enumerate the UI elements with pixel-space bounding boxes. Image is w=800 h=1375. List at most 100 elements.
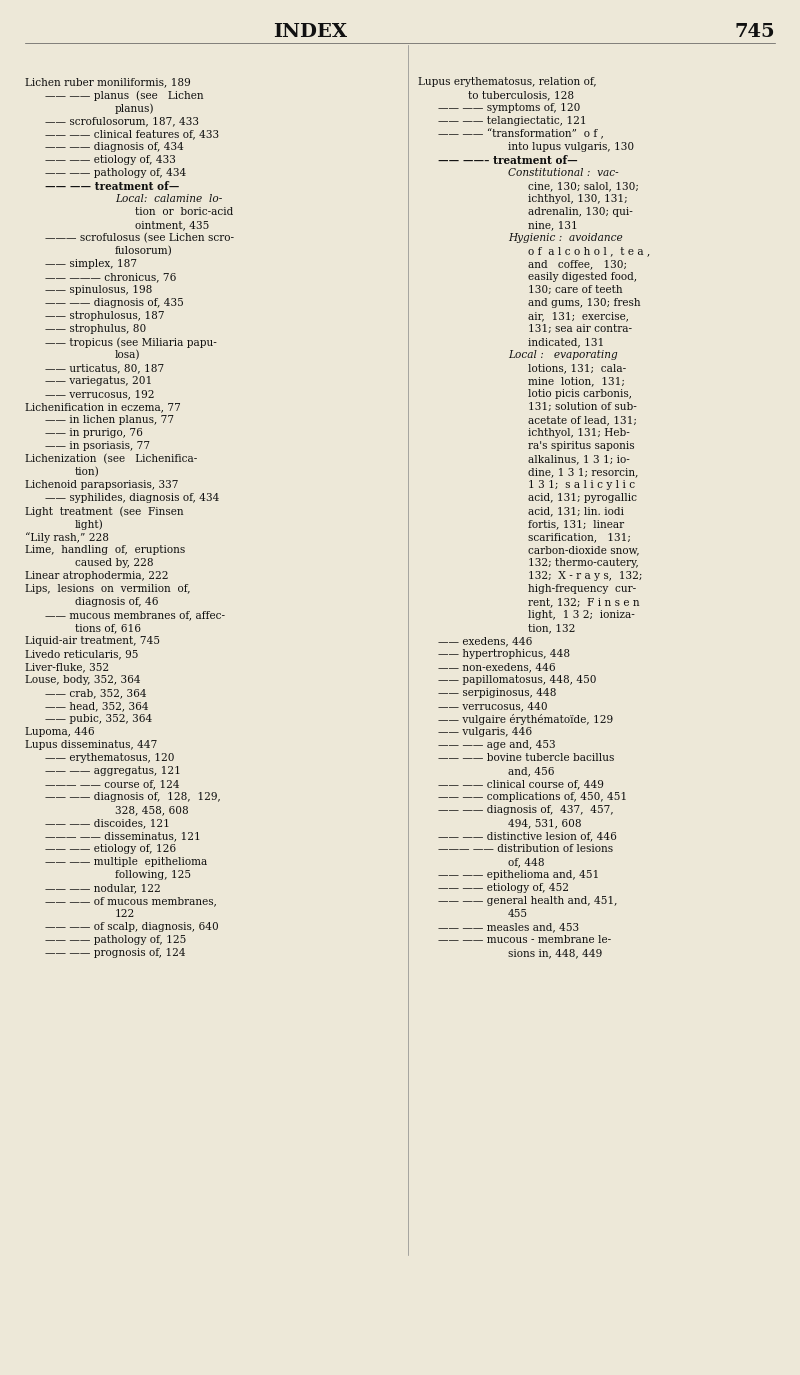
Text: 328, 458, 608: 328, 458, 608 <box>115 804 189 815</box>
Text: —— in prurigo, 76: —— in prurigo, 76 <box>45 428 143 439</box>
Text: Lime,  handling  of,  eruptions: Lime, handling of, eruptions <box>25 544 186 556</box>
Text: Local :   evaporating: Local : evaporating <box>508 351 618 360</box>
Text: —— —— pathology of, 125: —— —— pathology of, 125 <box>45 935 186 945</box>
Text: Lichenification in eczema, 77: Lichenification in eczema, 77 <box>25 402 181 412</box>
Text: Local:  calamine  lo-: Local: calamine lo- <box>115 194 222 203</box>
Text: into lupus vulgaris, 130: into lupus vulgaris, 130 <box>508 142 634 153</box>
Text: tion): tion) <box>75 468 100 477</box>
Text: —— verrucosus, 440: —— verrucosus, 440 <box>438 701 548 711</box>
Text: —— —— multiple  epithelioma: —— —— multiple epithelioma <box>45 857 207 868</box>
Text: —— non-exedens, 446: —— non-exedens, 446 <box>438 661 556 672</box>
Text: Lichen ruber moniliformis, 189: Lichen ruber moniliformis, 189 <box>25 77 190 87</box>
Text: of, 448: of, 448 <box>508 857 545 868</box>
Text: —— hypertrophicus, 448: —— hypertrophicus, 448 <box>438 649 570 659</box>
Text: —— urticatus, 80, 187: —— urticatus, 80, 187 <box>45 363 164 373</box>
Text: —— —— prognosis of, 124: —— —— prognosis of, 124 <box>45 947 186 958</box>
Text: ichthyol, 130, 131;: ichthyol, 130, 131; <box>528 194 628 203</box>
Text: 494, 531, 608: 494, 531, 608 <box>508 818 582 828</box>
Text: carbon-dioxide snow,: carbon-dioxide snow, <box>528 544 640 556</box>
Text: —— verrucosus, 192: —— verrucosus, 192 <box>45 389 154 399</box>
Text: indicated, 131: indicated, 131 <box>528 337 604 346</box>
Text: 122: 122 <box>115 909 135 918</box>
Text: —— —— complications of, 450, 451: —— —— complications of, 450, 451 <box>438 792 627 802</box>
Text: Liver-fluke, 352: Liver-fluke, 352 <box>25 661 109 672</box>
Text: and   coffee,   130;: and coffee, 130; <box>528 258 627 270</box>
Text: Hygienic :  avoidance: Hygienic : avoidance <box>508 232 622 243</box>
Text: —— —— aggregatus, 121: —— —— aggregatus, 121 <box>45 766 181 776</box>
Text: —— —— symptoms of, 120: —— —— symptoms of, 120 <box>438 103 580 113</box>
Text: —— —— age and, 453: —— —— age and, 453 <box>438 740 556 749</box>
Text: ichthyol, 131; Heb-: ichthyol, 131; Heb- <box>528 428 630 439</box>
Text: —— —— clinical course of, 449: —— —— clinical course of, 449 <box>438 780 604 789</box>
Text: —— erythematosus, 120: —— erythematosus, 120 <box>45 754 174 763</box>
Text: 745: 745 <box>734 23 775 41</box>
Text: —— variegatus, 201: —— variegatus, 201 <box>45 375 152 386</box>
Text: following, 125: following, 125 <box>115 870 191 880</box>
Text: Lichenization  (see   Lichenifica-: Lichenization (see Lichenifica- <box>25 454 198 465</box>
Text: nine, 131: nine, 131 <box>528 220 578 230</box>
Text: —— scrofulosorum, 187, 433: —— scrofulosorum, 187, 433 <box>45 116 199 126</box>
Text: —— head, 352, 364: —— head, 352, 364 <box>45 701 149 711</box>
Text: —— —— diagnosis of, 435: —— —— diagnosis of, 435 <box>45 298 184 308</box>
Text: planus): planus) <box>115 103 154 114</box>
Text: Constitutional :  vac-: Constitutional : vac- <box>508 168 618 177</box>
Text: —— —— measles and, 453: —— —— measles and, 453 <box>438 923 579 932</box>
Text: tion  or  boric-acid: tion or boric-acid <box>135 208 234 217</box>
Text: ra's spiritus saponis: ra's spiritus saponis <box>528 441 634 451</box>
Text: —— —— pathology of, 434: —— —— pathology of, 434 <box>45 168 186 177</box>
Text: 131; solution of sub-: 131; solution of sub- <box>528 402 637 412</box>
Text: ——— —— course of, 124: ——— —— course of, 124 <box>45 780 180 789</box>
Text: Liquid-air treatment, 745: Liquid-air treatment, 745 <box>25 637 160 646</box>
Text: —— —— mucous - membrane le-: —— —— mucous - membrane le- <box>438 935 611 945</box>
Text: —— —— of scalp, diagnosis, 640: —— —— of scalp, diagnosis, 640 <box>45 923 218 932</box>
Text: 1 3 1;  s a l i c y l i c: 1 3 1; s a l i c y l i c <box>528 480 635 489</box>
Text: tion, 132: tion, 132 <box>528 623 575 632</box>
Text: rent, 132;  F i n s e n: rent, 132; F i n s e n <box>528 597 640 606</box>
Text: INDEX: INDEX <box>273 23 347 41</box>
Text: to tuberculosis, 128: to tuberculosis, 128 <box>468 89 574 100</box>
Text: ——— —— disseminatus, 121: ——— —— disseminatus, 121 <box>45 830 201 842</box>
Text: —— —— discoides, 121: —— —— discoides, 121 <box>45 818 170 828</box>
Text: —— vulgaire érythématoïde, 129: —— vulgaire érythématoïde, 129 <box>438 714 613 725</box>
Text: —— papillomatosus, 448, 450: —— papillomatosus, 448, 450 <box>438 675 597 685</box>
Text: —— mucous membranes of, affec-: —— mucous membranes of, affec- <box>45 610 225 620</box>
Text: lotions, 131;  cala-: lotions, 131; cala- <box>528 363 626 373</box>
Text: —— crab, 352, 364: —— crab, 352, 364 <box>45 688 146 698</box>
Text: —— —— epithelioma and, 451: —— —— epithelioma and, 451 <box>438 870 599 880</box>
Text: losa): losa) <box>115 351 141 360</box>
Text: mine  lotion,  131;: mine lotion, 131; <box>528 375 625 386</box>
Text: Light  treatment  (see  Finsen: Light treatment (see Finsen <box>25 506 184 517</box>
Text: and, 456: and, 456 <box>508 766 554 776</box>
Text: 130; care of teeth: 130; care of teeth <box>528 285 622 296</box>
Text: Linear atrophodermia, 222: Linear atrophodermia, 222 <box>25 571 169 582</box>
Text: —— —— clinical features of, 433: —— —— clinical features of, 433 <box>45 129 219 139</box>
Text: —— —— etiology of, 452: —— —— etiology of, 452 <box>438 883 569 892</box>
Text: air,  131;  exercise,: air, 131; exercise, <box>528 311 629 320</box>
Text: —— —— etiology of, 433: —— —— etiology of, 433 <box>45 155 176 165</box>
Text: Lupoma, 446: Lupoma, 446 <box>25 727 94 737</box>
Text: dine, 1 3 1; resorcin,: dine, 1 3 1; resorcin, <box>528 468 638 477</box>
Text: Lichenoid parapsoriasis, 337: Lichenoid parapsoriasis, 337 <box>25 480 178 489</box>
Text: —— —— general health and, 451,: —— —— general health and, 451, <box>438 896 618 906</box>
Text: —— —— bovine tubercle bacillus: —— —— bovine tubercle bacillus <box>438 754 614 763</box>
Text: o f  a l c o h o l ,  t e a ,: o f a l c o h o l , t e a , <box>528 246 650 256</box>
Text: ointment, 435: ointment, 435 <box>135 220 210 230</box>
Text: Lupus disseminatus, 447: Lupus disseminatus, 447 <box>25 740 158 749</box>
Text: diagnosis of, 46: diagnosis of, 46 <box>75 597 158 606</box>
Text: light,  1 3 2;  ioniza-: light, 1 3 2; ioniza- <box>528 610 634 620</box>
Text: 132; thermo-cautery,: 132; thermo-cautery, <box>528 558 638 568</box>
Text: —— —— treatment of—: —— —— treatment of— <box>45 182 179 192</box>
Text: —— ——— chronicus, 76: —— ——— chronicus, 76 <box>45 272 176 282</box>
Text: “Lily rash,” 228: “Lily rash,” 228 <box>25 532 109 543</box>
Text: sions in, 448, 449: sions in, 448, 449 <box>508 947 602 958</box>
Text: —— —— nodular, 122: —— —— nodular, 122 <box>45 883 161 892</box>
Text: Lips,  lesions  on  vermilion  of,: Lips, lesions on vermilion of, <box>25 584 190 594</box>
Text: —— exedens, 446: —— exedens, 446 <box>438 637 532 646</box>
Text: —— serpiginosus, 448: —— serpiginosus, 448 <box>438 688 557 698</box>
Text: —— in psoriasis, 77: —— in psoriasis, 77 <box>45 441 150 451</box>
Text: scarification,   131;: scarification, 131; <box>528 532 631 542</box>
Text: —— pubic, 352, 364: —— pubic, 352, 364 <box>45 714 152 725</box>
Text: —— —— etiology of, 126: —— —— etiology of, 126 <box>45 844 176 854</box>
Text: —— —— diagnosis of,  128,  129,: —— —— diagnosis of, 128, 129, <box>45 792 221 802</box>
Text: —— syphilides, diagnosis of, 434: —— syphilides, diagnosis of, 434 <box>45 494 219 503</box>
